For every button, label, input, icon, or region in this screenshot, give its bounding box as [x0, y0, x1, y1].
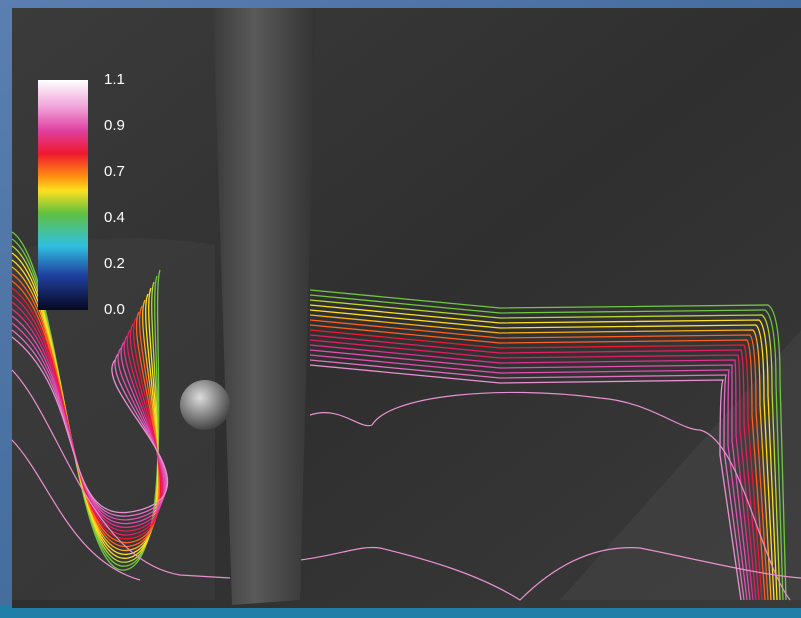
floor-strip [0, 606, 801, 618]
colorbar-tick-label: 0.7 [104, 163, 125, 180]
contour [11, 280, 161, 544]
contour [309, 304, 778, 601]
contour [309, 329, 763, 601]
contour [309, 349, 751, 601]
colorbar [38, 80, 88, 310]
contour [309, 294, 784, 601]
contour [309, 364, 742, 601]
contour [309, 391, 791, 601]
contour [309, 299, 781, 601]
contour [11, 336, 169, 513]
contour [309, 319, 769, 601]
contour [11, 252, 159, 559]
colorbar-tick-label: 1.1 [104, 71, 125, 88]
contour [309, 314, 772, 601]
sphere [180, 380, 230, 430]
contour [11, 315, 165, 525]
contour [11, 245, 159, 563]
contour [11, 273, 160, 547]
colorbar-tick-label: 0.2 [104, 255, 125, 272]
colorbar-tick-label: 0.9 [104, 117, 125, 134]
contour [11, 301, 164, 532]
contour [11, 287, 162, 540]
contour [11, 369, 231, 579]
contour [11, 308, 165, 529]
colorbar-tick-label: 0.0 [104, 301, 125, 318]
colorbar-ticks: 1.1 0.9 0.7 0.4 0.2 0.0 [104, 71, 125, 318]
contour [309, 359, 745, 601]
contour [309, 334, 760, 601]
contour [309, 344, 754, 601]
contour [309, 354, 748, 601]
contour [11, 322, 166, 521]
pillar [213, 8, 316, 605]
contour [299, 546, 801, 601]
colorbar-tick-label: 0.4 [104, 209, 125, 226]
contour [11, 329, 168, 517]
contour [11, 439, 141, 581]
contour [11, 259, 159, 555]
contour [309, 309, 775, 601]
contour [309, 324, 766, 601]
contour [309, 339, 757, 601]
contour [309, 289, 787, 601]
contour [11, 238, 159, 567]
ridge-shade [560, 330, 801, 600]
contour [11, 294, 163, 536]
contour-lines [11, 231, 801, 601]
ground-shade [12, 238, 215, 600]
